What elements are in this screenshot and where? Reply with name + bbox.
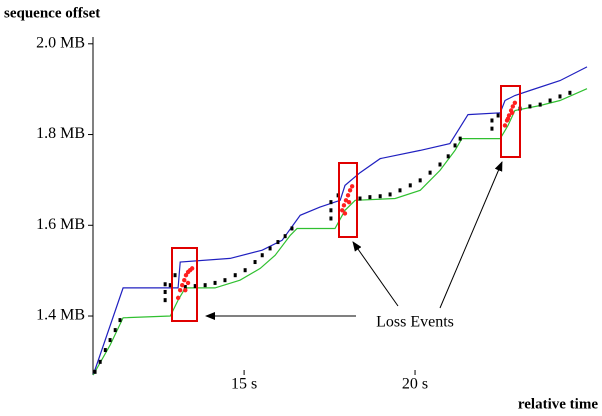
loss-box: [171, 247, 198, 322]
retransmit-point: [345, 193, 351, 198]
data-point: [548, 98, 552, 103]
retransmit-point: [177, 287, 183, 293]
y-axis-title: sequence offset: [4, 5, 100, 21]
data-point: [168, 283, 172, 288]
data-point: [98, 359, 102, 364]
data-point: [558, 94, 562, 99]
data-point: [568, 90, 572, 95]
retransmit-point: [349, 184, 355, 189]
retransmit-point: [342, 211, 348, 216]
data-point: [446, 154, 450, 159]
loss-box: [500, 85, 521, 158]
data-point: [358, 196, 362, 201]
data-point: [388, 192, 392, 197]
data-point: [163, 289, 167, 294]
data-point: [528, 104, 532, 109]
data-point: [113, 328, 117, 333]
data-point: [283, 234, 287, 239]
data-point: [243, 268, 247, 273]
data-point: [103, 348, 107, 353]
data-point: [260, 253, 264, 258]
data-point: [398, 188, 402, 193]
x-tick-label: 15 s: [231, 376, 257, 393]
data-point: [118, 318, 122, 323]
data-point: [223, 278, 227, 283]
data-point: [253, 260, 257, 265]
data-point: [93, 369, 97, 374]
retransmit-point: [509, 110, 515, 115]
loss-box: [338, 162, 358, 238]
data-point: [453, 143, 457, 148]
retransmit-point: [341, 203, 347, 208]
x-tick-label: 20 s: [402, 376, 428, 393]
data-point: [329, 208, 333, 213]
data-point: [173, 273, 177, 278]
retransmit-point: [189, 266, 195, 271]
arrow: [439, 161, 503, 309]
data-point: [268, 246, 272, 251]
data-point: [490, 118, 494, 123]
data-point: [183, 284, 187, 289]
retransmit-point: [512, 100, 518, 105]
data-point: [458, 136, 462, 141]
arrow: [352, 241, 399, 307]
y-tick-label: 2.0 MB: [36, 34, 85, 51]
data-point: [329, 216, 333, 221]
retransmit-point: [510, 104, 516, 109]
retransmit-point: [175, 295, 181, 301]
data-point: [203, 283, 207, 288]
retransmit-point: [183, 287, 188, 293]
series-line: [92, 66, 588, 376]
retransmit-point: [347, 188, 353, 193]
retransmit-point: [180, 282, 185, 288]
data-point: [428, 170, 432, 175]
data-point: [213, 280, 217, 285]
plot: [92, 66, 588, 376]
x-axis-title: relative time: [518, 396, 598, 412]
data-point: [538, 102, 542, 107]
data-point: [163, 298, 167, 303]
y-tick-label: 1.4 MB: [36, 307, 85, 324]
data-point: [496, 113, 500, 118]
retransmit-point: [182, 277, 187, 283]
retransmit-point: [502, 123, 508, 128]
retransmit-point: [346, 199, 352, 205]
data-point: [276, 240, 280, 245]
data-point: [193, 284, 197, 289]
data-point: [163, 282, 167, 287]
retransmit-point: [340, 208, 345, 213]
data-point: [290, 226, 294, 231]
annotation: Loss Events: [376, 314, 454, 331]
data-point: [368, 195, 372, 200]
y-tick-label: 1.8 MB: [36, 125, 85, 142]
data-point: [408, 183, 412, 188]
retransmit-point: [183, 272, 189, 278]
y-tick-label: 1.6 MB: [36, 216, 85, 233]
data-point: [490, 126, 494, 131]
data-point: [378, 194, 382, 199]
series-line: [92, 88, 588, 376]
retransmit-point: [505, 116, 511, 121]
retransmit-point: [185, 280, 191, 286]
data-point: [438, 162, 442, 167]
data-point: [233, 273, 237, 278]
data-point: [418, 178, 422, 183]
data-point: [329, 200, 333, 205]
data-point: [108, 338, 112, 343]
